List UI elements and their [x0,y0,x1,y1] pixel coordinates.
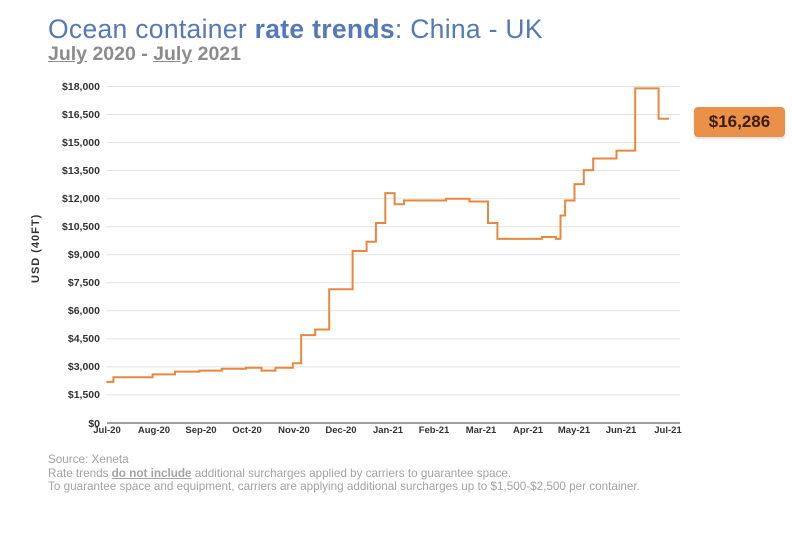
svg-text:$1,500: $1,500 [68,389,100,401]
svg-text:Sep-20: Sep-20 [185,425,216,436]
svg-text:May-21: May-21 [558,425,591,436]
svg-text:$7,500: $7,500 [68,277,100,289]
svg-text:$15,000: $15,000 [62,137,100,149]
svg-text:$16,500: $16,500 [62,109,100,121]
svg-text:$12,000: $12,000 [62,193,100,205]
svg-text:Apr-21: Apr-21 [513,425,544,436]
svg-text:Jul-20: Jul-20 [93,425,120,436]
svg-text:$6,000: $6,000 [68,305,100,317]
svg-text:$9,000: $9,000 [68,249,100,261]
svg-text:Jul-21: Jul-21 [654,425,682,436]
svg-text:Nov-20: Nov-20 [278,425,310,436]
svg-text:Oct-20: Oct-20 [232,425,262,436]
svg-text:$18,000: $18,000 [62,81,100,93]
svg-text:Feb-21: Feb-21 [419,425,450,436]
svg-text:Dec-20: Dec-20 [325,425,356,436]
svg-text:Jan-21: Jan-21 [373,425,404,436]
svg-text:$13,500: $13,500 [62,165,100,177]
svg-text:Mar-21: Mar-21 [466,425,497,436]
svg-text:$10,500: $10,500 [62,221,100,233]
svg-text:Aug-20: Aug-20 [138,425,170,436]
svg-text:$3,000: $3,000 [68,361,100,373]
svg-text:$4,500: $4,500 [68,333,100,345]
svg-text:Jun-21: Jun-21 [606,425,637,436]
